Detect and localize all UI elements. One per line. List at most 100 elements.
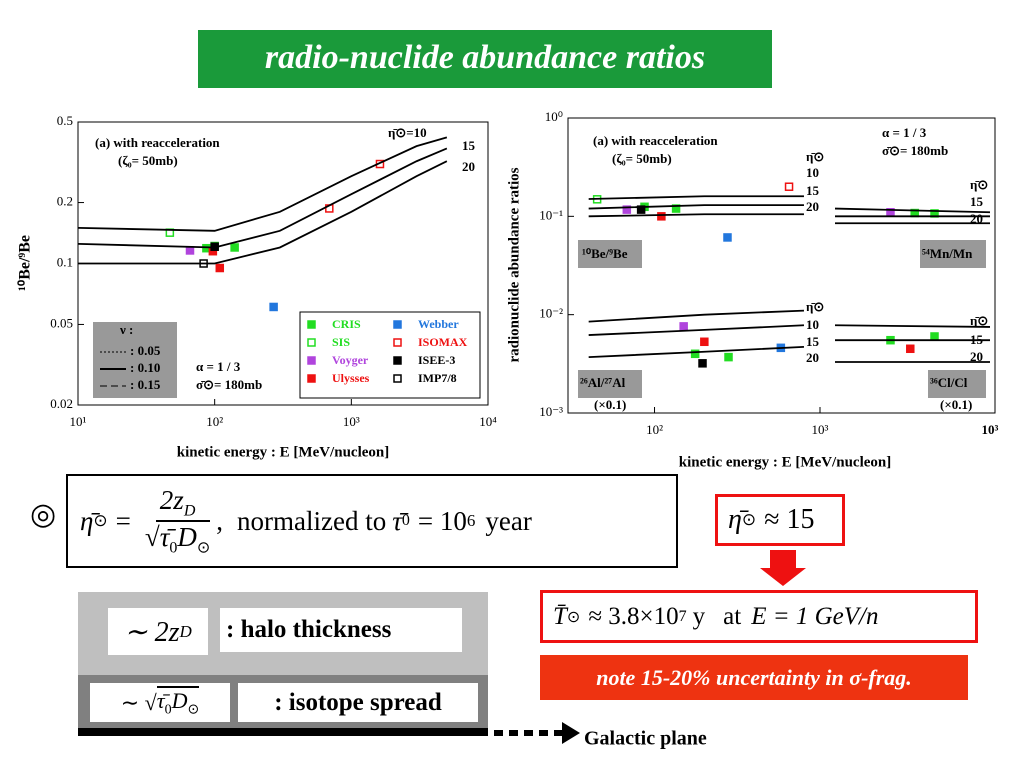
annotation: 15 [970,194,984,209]
f-text: normalized to [237,505,387,536]
data-point [690,349,700,359]
sp-tau: τ̄ [156,688,165,714]
x-tick-label: 10³ [343,414,360,429]
f-den-sub: 0 [169,539,178,557]
data-point [906,344,915,354]
data-point [700,337,709,347]
annotation: σ̄⊙= 180mb [882,143,948,158]
annotation: 10 [806,165,819,180]
annotation: : 0.15 [130,377,161,392]
f-num-sub: D [183,502,196,519]
thickness-symbol: ∼ 2z D [108,608,208,655]
model-curve [588,346,805,359]
legend-marker [307,356,316,365]
legend-marker [307,320,316,329]
f-den-t: τ̄ [159,522,170,552]
annotation: σ̄⊙= 180mb [196,377,262,392]
formula-box: η̄ ⊙ = 2zD √τ̄0D⊙ , normalized to τ̄ 0 = 10… [66,474,678,568]
data-point [784,182,794,191]
data-point [679,322,688,331]
annotation: : 0.05 [130,343,161,358]
th-sub: D [179,621,192,641]
y-tick-label: 0.2 [57,194,73,209]
annotation: η̄⊙ [806,299,824,314]
y-axis-label: radionuclide abundance ratios [506,167,522,362]
annotation: (a) with reacceleration [95,135,220,150]
x-tick-label: 10¹ [70,414,87,429]
f-frac: 2zD √τ̄0D⊙ [144,485,211,558]
legend-marker [393,356,402,365]
alpha-box [184,357,291,401]
data-point [657,212,666,221]
annotation: η̄⊙ [970,313,988,328]
annotation: (×0.1) [594,397,626,412]
f-lhs-sub: ⊙ [93,511,108,530]
f-exp: 6 [466,511,476,530]
data-point [724,352,733,362]
annotation: 15 [462,138,476,153]
model-curve [834,324,991,328]
bullet: ◎ [30,498,56,531]
data-point [671,204,681,213]
model-curve [77,136,448,232]
data-point [622,205,632,214]
f-tau: τ̄ [392,505,402,536]
al-label-bg [578,370,642,398]
right-frame [567,117,996,414]
annotation: 10 [806,317,819,332]
f-unit: year [485,505,532,536]
annotation: 20 [462,159,475,174]
annotation: : 0.10 [130,360,160,375]
f-tau-sub: 0 [401,512,410,529]
t-energy: E = 1 GeV/n [751,602,879,630]
sp-d-sub: ⊙ [187,702,200,718]
cl-label-bg [928,370,986,398]
data-point [723,233,732,242]
t-text: at [723,602,742,630]
e-rhs: ≈ 15 [764,504,815,535]
annotation: 15 [806,183,820,198]
y-tick-label: 0.5 [57,113,73,128]
model-curve [78,160,448,265]
down-arrow [760,550,806,586]
y-tick-label: 10⁻¹ [539,207,563,222]
mn-label-bg [920,240,986,268]
legend-marker [393,374,402,383]
legend-marker [307,374,316,383]
legend-marker [307,338,316,347]
annotation: 15 [806,334,820,349]
model-curve [834,207,991,214]
sp-s: ∼ √ [120,689,157,715]
y-tick-label: 10⁻² [539,306,563,321]
title-bg [198,30,772,88]
e-lhs: η̄ [728,504,742,535]
annotation: (a) with reacceleration [593,133,718,148]
x-axis-label: kinetic energy : E [MeV/nucleon] [177,444,389,460]
y-tick-label: 10⁰ [545,109,563,124]
t-exp: 7 [678,607,687,625]
f-den: √τ̄0D⊙ [144,520,211,557]
annotation: ²⁶Al/²⁷Al [580,375,626,390]
spread-symbol: ∼ √ τ̄0D⊙ [90,683,230,722]
legend-label: Ulysses [332,371,370,385]
be-label-bg [578,240,642,268]
y-tick-label: 10⁻³ [539,404,563,419]
annotation: η̄⊙=10 [388,125,427,140]
note: note 15-20% uncertainty in σ-frag. [540,655,968,700]
annotation: (×0.1) [940,397,972,412]
annotation: 20 [806,350,819,365]
annotation: η̄⊙ [970,177,988,192]
f-lhs: η̄ [80,505,94,536]
legend-label: ISEE-3 [418,353,455,367]
arrow-head [562,722,580,744]
plane-bar [78,728,488,736]
x-tick-label: 10² [206,414,223,429]
nu-box [93,322,177,398]
data-point [269,302,278,312]
data-point [230,243,239,252]
data-point [215,263,225,273]
annotation: 20 [970,211,983,226]
annotation: η̄⊙ [806,149,824,164]
model-curve [588,309,805,323]
